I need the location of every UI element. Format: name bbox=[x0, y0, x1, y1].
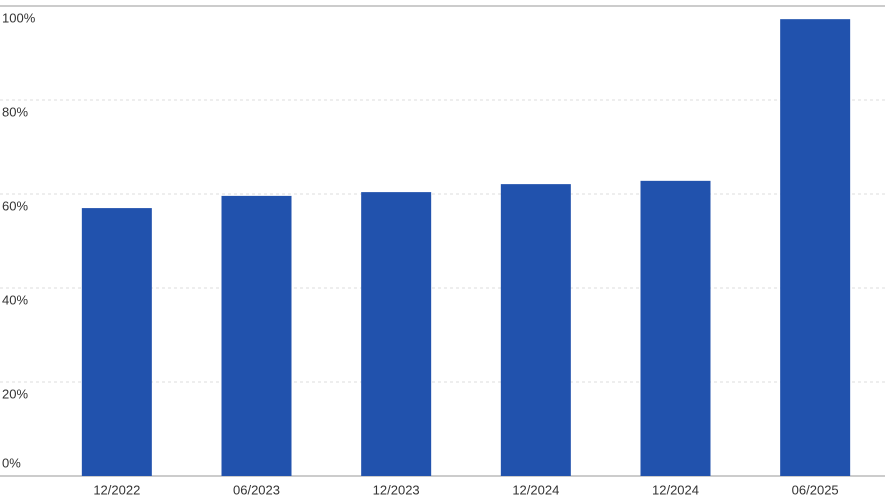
y-tick-label: 60% bbox=[2, 198, 28, 213]
x-tick-label: 06/2023 bbox=[233, 482, 280, 497]
x-tick-label: 12/2024 bbox=[652, 482, 699, 497]
bar bbox=[221, 195, 292, 476]
bar bbox=[361, 192, 432, 476]
y-tick-label: 20% bbox=[2, 386, 28, 401]
x-tick-label: 06/2025 bbox=[792, 482, 839, 497]
x-tick-label: 12/2024 bbox=[512, 482, 559, 497]
x-tick-label: 12/2023 bbox=[373, 482, 420, 497]
x-tick-label: 12/2022 bbox=[93, 482, 140, 497]
bar bbox=[640, 180, 711, 476]
y-tick-label: 40% bbox=[2, 292, 28, 307]
bar bbox=[780, 19, 851, 476]
bar bbox=[500, 184, 571, 476]
y-tick-label: 100% bbox=[2, 10, 36, 25]
y-tick-label: 80% bbox=[2, 104, 28, 119]
y-tick-label: 0% bbox=[2, 455, 21, 470]
bar bbox=[81, 208, 152, 476]
